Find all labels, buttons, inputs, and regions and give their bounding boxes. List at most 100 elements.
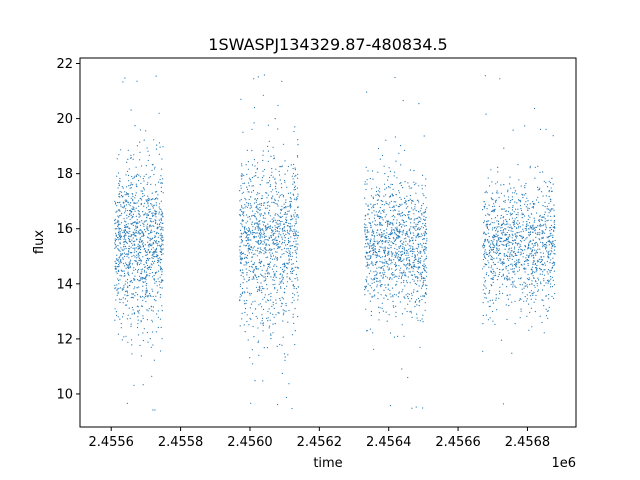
data-point	[134, 233, 136, 235]
data-point	[484, 285, 486, 287]
data-point	[133, 267, 135, 269]
data-point	[395, 255, 397, 257]
data-point	[117, 187, 119, 189]
data-point	[149, 224, 151, 226]
data-point	[258, 192, 260, 194]
data-point	[284, 237, 286, 239]
data-point	[240, 215, 242, 217]
data-point	[155, 202, 157, 204]
data-point	[118, 202, 120, 204]
data-point	[552, 242, 554, 244]
data-point	[529, 203, 531, 205]
data-point	[508, 249, 510, 251]
data-point	[252, 301, 254, 303]
data-point	[257, 176, 259, 178]
data-point	[241, 257, 243, 259]
data-point	[155, 233, 157, 235]
data-point	[393, 238, 395, 240]
data-point	[268, 237, 271, 239]
data-point	[283, 264, 285, 266]
x-tick-label: 2.4560	[227, 435, 273, 450]
data-point	[137, 299, 139, 301]
data-point	[416, 317, 418, 319]
data-point	[509, 201, 511, 203]
data-point	[146, 183, 148, 186]
data-point	[422, 283, 424, 285]
data-point	[374, 254, 376, 256]
data-point	[396, 275, 398, 278]
data-point	[262, 380, 264, 382]
data-point	[424, 266, 426, 268]
data-point	[516, 235, 518, 237]
data-point	[483, 222, 485, 224]
data-point	[126, 292, 129, 294]
data-point	[148, 267, 150, 269]
data-point	[365, 243, 367, 245]
data-point	[240, 251, 243, 253]
data-point	[551, 224, 553, 227]
data-point	[118, 196, 120, 198]
data-point	[139, 245, 141, 247]
data-point	[132, 222, 134, 224]
data-point	[503, 195, 505, 197]
data-point	[392, 188, 394, 190]
data-point	[284, 356, 286, 358]
data-point	[533, 257, 535, 259]
data-point	[123, 231, 125, 233]
data-point	[276, 247, 279, 249]
data-point	[119, 279, 121, 281]
data-point	[541, 191, 543, 193]
data-point	[484, 238, 486, 240]
data-point	[137, 271, 139, 273]
data-point	[488, 262, 490, 264]
data-point	[162, 146, 164, 148]
data-point	[483, 231, 485, 233]
data-point	[246, 299, 248, 302]
data-point	[125, 224, 127, 226]
data-point	[262, 154, 264, 156]
data-point	[424, 277, 426, 279]
data-point	[383, 210, 385, 212]
data-point	[511, 352, 513, 354]
data-point	[379, 158, 381, 160]
data-point	[528, 279, 530, 281]
data-point	[418, 185, 420, 187]
data-point	[160, 186, 162, 188]
data-point	[421, 244, 423, 246]
data-point	[157, 232, 159, 234]
data-point	[293, 194, 295, 196]
data-point	[421, 226, 423, 228]
data-point	[400, 231, 402, 233]
data-point	[266, 284, 268, 286]
data-point	[403, 281, 405, 283]
data-point	[391, 232, 393, 234]
data-point	[374, 223, 376, 225]
data-point	[520, 248, 522, 250]
data-point	[377, 243, 379, 245]
data-point	[144, 281, 146, 283]
data-point	[543, 224, 545, 226]
data-point	[130, 323, 132, 325]
data-point	[420, 260, 422, 262]
data-point	[530, 298, 532, 300]
data-point	[380, 256, 382, 259]
data-point	[282, 194, 285, 197]
data-point	[386, 220, 388, 222]
data-point	[292, 272, 294, 274]
data-point	[403, 264, 405, 266]
data-point	[534, 271, 536, 273]
data-point	[288, 261, 290, 263]
data-point	[260, 242, 262, 244]
data-point	[276, 230, 278, 232]
data-point	[398, 190, 400, 192]
data-point	[383, 165, 385, 167]
data-point	[526, 224, 528, 226]
data-point	[248, 191, 250, 193]
data-point	[422, 407, 424, 409]
data-point	[120, 298, 122, 301]
data-point	[119, 180, 121, 183]
data-point	[381, 235, 383, 237]
data-point	[124, 226, 126, 229]
data-point	[140, 182, 142, 184]
data-point	[123, 235, 125, 237]
